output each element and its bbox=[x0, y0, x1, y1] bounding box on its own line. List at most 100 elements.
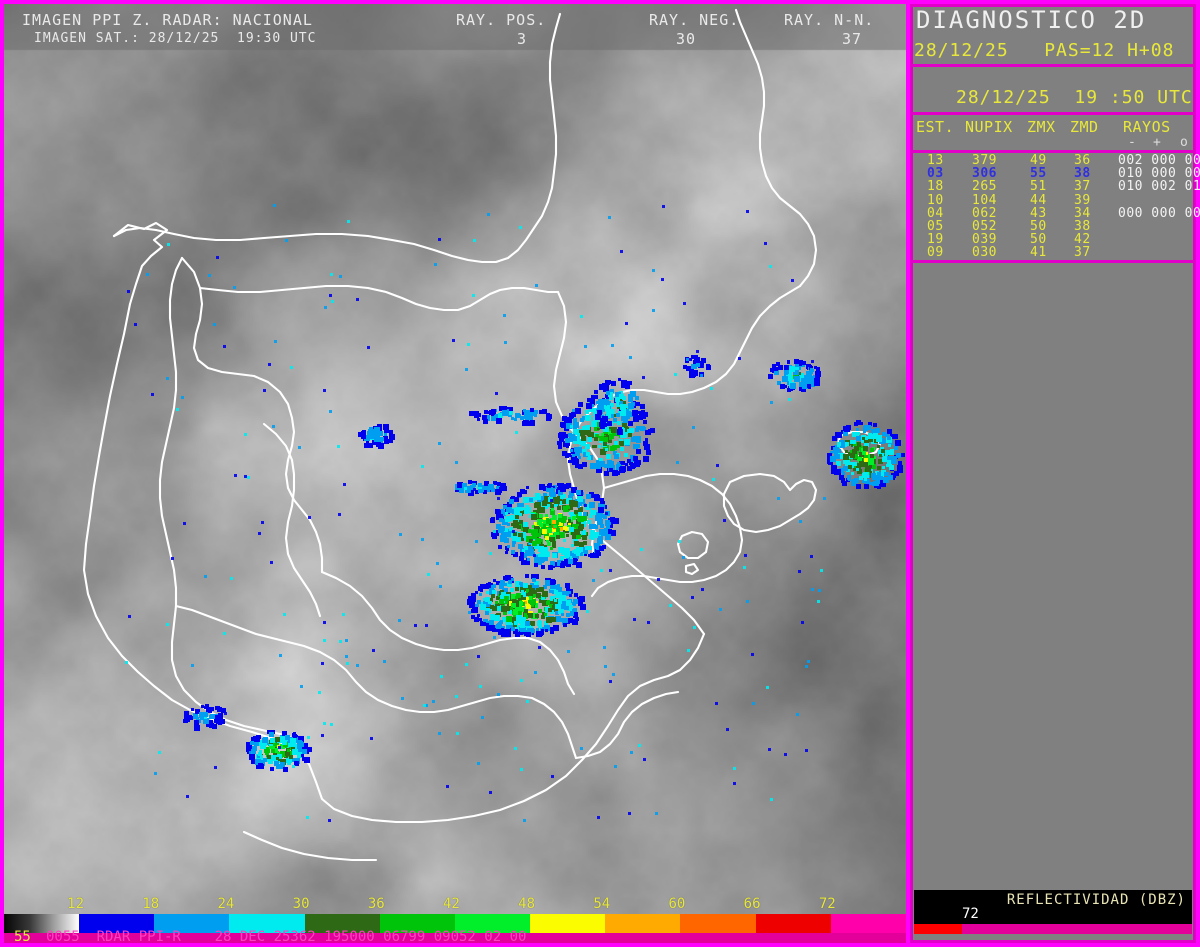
radar-echo-pixel bbox=[204, 717, 207, 720]
radar-echo-pixel bbox=[574, 593, 578, 597]
radar-echo-pixel bbox=[468, 480, 472, 484]
radar-echo-pixel bbox=[462, 483, 467, 488]
radar-echo-pixel bbox=[784, 753, 787, 756]
radar-echo-pixel bbox=[525, 507, 531, 513]
radar-echo-pixel bbox=[648, 432, 651, 435]
radar-echo-pixel bbox=[864, 438, 869, 443]
satellite-radar-view[interactable]: IMAGEN PPI Z. RADAR: NACIONAL IMAGEN SAT… bbox=[4, 4, 906, 943]
table-row[interactable]: 03 306 55 38 010 000 006 bbox=[910, 167, 1200, 180]
radar-echo-pixel bbox=[224, 712, 227, 715]
radar-echo-pixel bbox=[484, 410, 487, 413]
status-text: 0055 RDAR_PPI-R 28 DEC 25362 195000 0679… bbox=[46, 929, 527, 943]
radar-echo-pixel bbox=[524, 609, 528, 613]
radar-echo-pixel bbox=[637, 411, 640, 414]
radar-echo-pixel bbox=[557, 587, 562, 592]
radar-echo-pixel bbox=[636, 460, 641, 465]
radar-echo-pixel bbox=[603, 426, 609, 432]
radar-echo-pixel bbox=[552, 520, 556, 524]
radar-echo-pixel bbox=[263, 758, 267, 762]
radar-echo-pixel bbox=[258, 740, 264, 746]
radar-echo-pixel bbox=[694, 355, 698, 359]
radar-echo-pixel bbox=[526, 589, 529, 592]
radar-echo-pixel bbox=[475, 540, 478, 543]
radar-echo-pixel bbox=[539, 507, 545, 513]
radar-echo-pixel bbox=[548, 483, 552, 487]
radar-echo-pixel bbox=[723, 519, 726, 522]
radar-echo-pixel bbox=[857, 456, 862, 461]
color-band bbox=[154, 914, 230, 933]
table-row[interactable]: 04 062 43 34 000 000 002 bbox=[910, 207, 1200, 220]
radar-echo-pixel bbox=[554, 599, 557, 602]
radar-echo-pixel bbox=[595, 497, 599, 501]
radar-echo-pixel bbox=[321, 662, 324, 665]
radar-echo-pixel bbox=[544, 533, 549, 538]
radar-echo-pixel bbox=[616, 413, 620, 417]
radar-echo-pixel bbox=[572, 409, 575, 412]
radar-echo-pixel bbox=[575, 617, 579, 621]
color-band bbox=[605, 914, 681, 933]
table-row[interactable]: 13 379 49 36 002 000 004 bbox=[910, 154, 1200, 167]
radar-echo-pixel bbox=[542, 600, 548, 606]
radar-echo-pixel bbox=[339, 640, 342, 643]
scale-tick-label: 24 bbox=[217, 896, 235, 912]
radar-echo-pixel bbox=[569, 460, 572, 463]
radar-echo-pixel bbox=[512, 544, 515, 547]
radar-echo-pixel bbox=[425, 624, 428, 627]
radar-echo-pixel bbox=[482, 415, 487, 420]
radar-echo-pixel bbox=[574, 549, 579, 554]
radar-echo-pixel bbox=[528, 591, 533, 596]
radar-echo-pixel bbox=[529, 416, 533, 420]
table-row[interactable]: 19 039 50 42 bbox=[910, 233, 1196, 246]
radar-echo-pixel bbox=[552, 541, 556, 545]
radar-echo-pixel bbox=[872, 430, 877, 435]
cell-rayos: 010 002 012 bbox=[1118, 179, 1200, 195]
radar-echo-pixel bbox=[890, 434, 895, 439]
radar-echo-pixel bbox=[877, 472, 881, 476]
radar-echo-pixel bbox=[647, 621, 650, 624]
scale-tick-label: 42 bbox=[443, 896, 460, 912]
radar-echo-pixel bbox=[610, 517, 615, 522]
radar-echo-pixel bbox=[820, 569, 823, 572]
radar-echo-pixel bbox=[559, 532, 565, 538]
radar-echo-pixel bbox=[479, 685, 482, 688]
table-row[interactable]: 05 052 50 38 bbox=[910, 220, 1196, 233]
radar-echo-pixel bbox=[501, 606, 507, 612]
radar-echo-pixel bbox=[839, 475, 844, 480]
radar-echo-pixel bbox=[458, 482, 462, 486]
radar-echo-pixel bbox=[801, 378, 806, 383]
radar-echo-pixel bbox=[384, 428, 389, 433]
radar-echo-pixel bbox=[615, 397, 620, 402]
radar-echo-pixel bbox=[805, 665, 808, 668]
radar-echo-pixel bbox=[744, 554, 747, 557]
table-row[interactable]: 18 265 51 37 010 002 012 bbox=[910, 180, 1200, 193]
radar-echo-pixel bbox=[436, 562, 439, 565]
radar-echo-pixel bbox=[733, 767, 736, 770]
radar-echo-pixel bbox=[605, 534, 611, 540]
radar-echo-pixel bbox=[603, 433, 606, 436]
radar-echo-pixel bbox=[856, 428, 859, 431]
radar-echo-pixel bbox=[364, 435, 370, 441]
radar-echo-pixel bbox=[380, 444, 384, 448]
radar-echo-pixel bbox=[612, 445, 617, 450]
radar-echo-pixel bbox=[614, 431, 619, 436]
radar-echo-pixel bbox=[489, 552, 492, 555]
radar-echo-pixel bbox=[283, 613, 286, 616]
radar-echo-pixel bbox=[549, 604, 553, 608]
diagnostic-table-body[interactable]: 13 379 49 36 002 000 004 03 306 55 38 010 000 006… bbox=[910, 154, 1200, 260]
radar-echo-pixel bbox=[446, 785, 449, 788]
radar-echo-pixel bbox=[655, 812, 658, 815]
radar-echo-pixel bbox=[216, 256, 219, 259]
radar-echo-pixel bbox=[568, 523, 571, 526]
radar-echo-pixel bbox=[507, 502, 512, 507]
radar-echo-pixel bbox=[585, 410, 589, 414]
radar-echo-pixel bbox=[539, 553, 542, 556]
radar-echo-pixel bbox=[548, 608, 552, 612]
radar-echo-pixel bbox=[514, 509, 520, 515]
radar-echo-pixel bbox=[474, 609, 478, 613]
radar-echo-pixel bbox=[480, 622, 484, 626]
table-row[interactable]: 10 104 44 39 bbox=[910, 193, 1196, 206]
table-row[interactable]: 09 030 41 37 bbox=[910, 246, 1196, 259]
radar-echo-pixel bbox=[513, 552, 518, 557]
radar-echo-pixel bbox=[504, 583, 507, 586]
radar-echo-pixel bbox=[817, 600, 820, 603]
